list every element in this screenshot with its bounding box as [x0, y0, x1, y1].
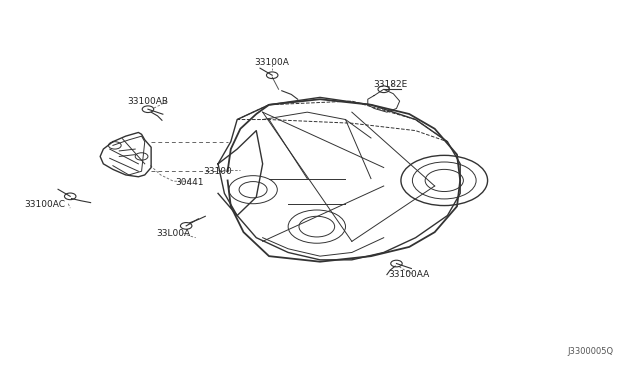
- Text: 33100AB: 33100AB: [127, 97, 168, 106]
- Text: 33100AC: 33100AC: [24, 200, 65, 209]
- Text: J3300005Q: J3300005Q: [567, 347, 613, 356]
- Text: 33182E: 33182E: [373, 80, 407, 89]
- Text: 30441: 30441: [175, 178, 204, 187]
- Text: 33100AA: 33100AA: [388, 270, 430, 279]
- Text: 33100: 33100: [204, 167, 232, 176]
- Text: 33L00A: 33L00A: [156, 230, 191, 238]
- Text: 33100A: 33100A: [255, 58, 290, 67]
